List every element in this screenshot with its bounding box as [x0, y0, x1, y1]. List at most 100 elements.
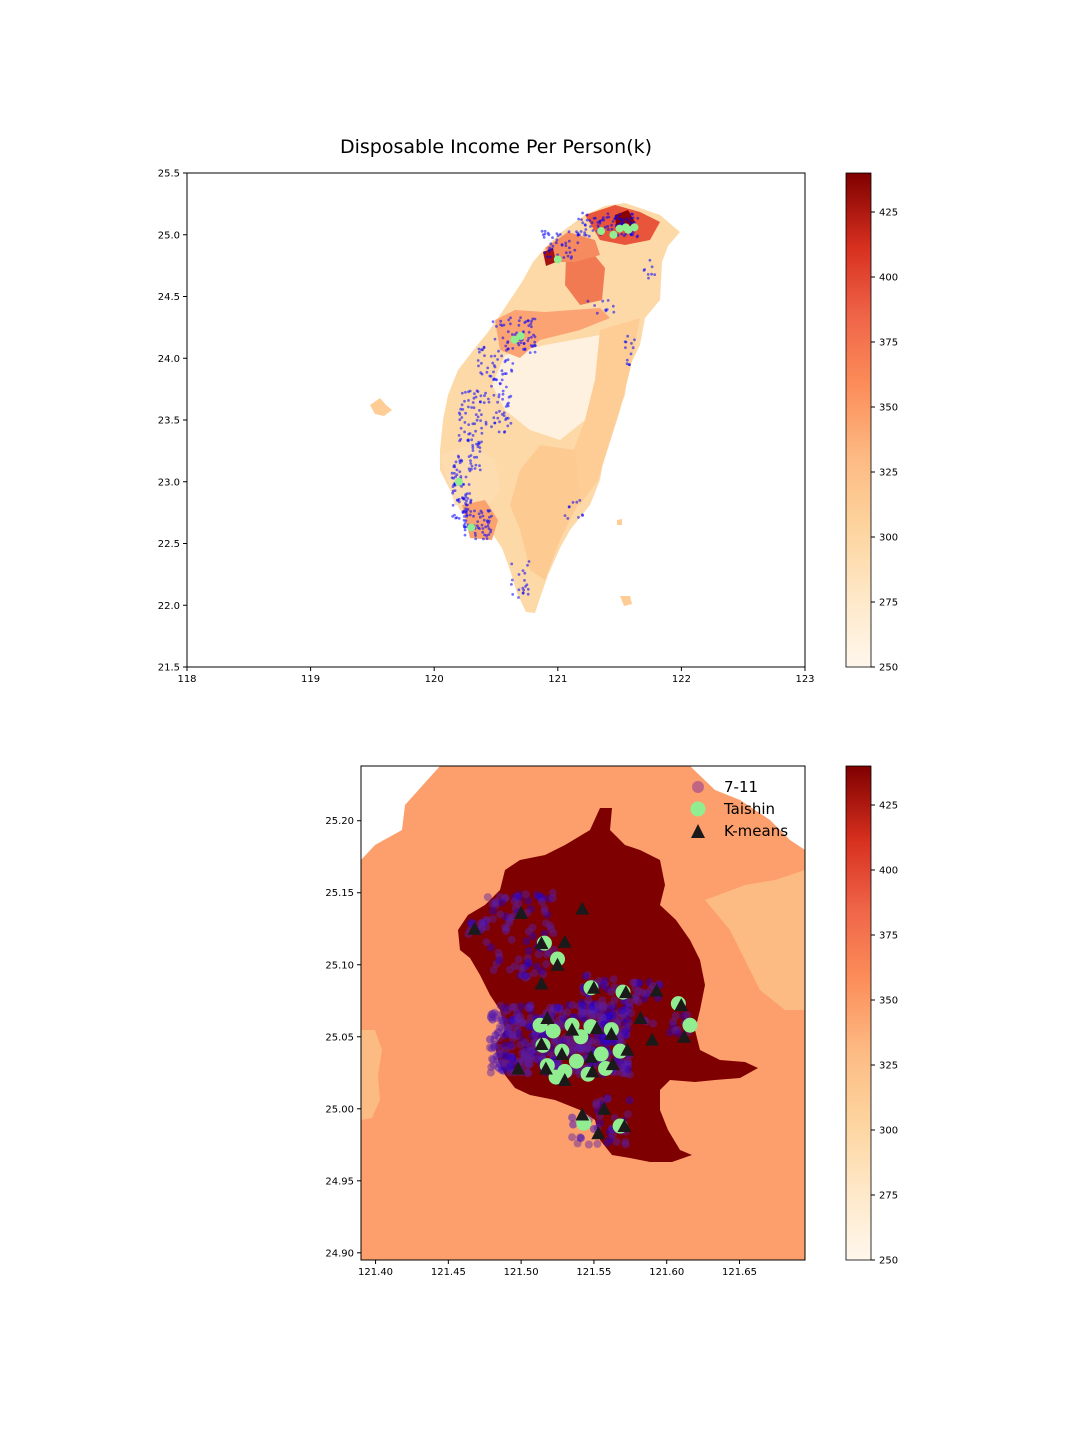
store-711-point: [521, 1038, 530, 1047]
store-711-point: [508, 1030, 517, 1039]
store-711-point: [469, 454, 473, 457]
store-711-point: [472, 514, 475, 518]
store-711-point: [566, 1038, 574, 1047]
top-taishin-points: [454, 223, 639, 532]
store-711-point: [466, 438, 470, 442]
store-711-point: [497, 395, 501, 399]
outside-region-white: [361, 766, 440, 860]
store-711-point: [571, 501, 575, 504]
store-711-point: [505, 385, 508, 389]
store-711-point: [537, 1052, 546, 1061]
store-711-point: [468, 389, 472, 393]
store-711-point: [492, 393, 496, 397]
y-tick-label: 25.5: [158, 169, 180, 180]
legend-taishin-label: Taishin: [723, 800, 775, 818]
store-711-point: [625, 999, 633, 1008]
store-711-point: [524, 1023, 533, 1032]
store-711-point: [506, 358, 510, 362]
store-711-point: [511, 1017, 520, 1026]
east-coast-region: [565, 318, 640, 505]
store-711-point: [543, 910, 552, 919]
store-711-point: [604, 225, 607, 229]
store-711-point: [593, 1139, 602, 1148]
x-tick-label: 123: [795, 674, 814, 685]
store-711-point: [451, 485, 455, 488]
store-711-point: [477, 919, 486, 928]
store-711-point: [493, 365, 497, 369]
store-711-point: [546, 1003, 555, 1012]
store-711-point: [457, 434, 461, 437]
store-711-point: [581, 221, 585, 225]
store-711-point: [540, 907, 549, 916]
store-711-point: [502, 411, 506, 415]
store-711-point: [621, 1031, 630, 1040]
store-711-point: [568, 1001, 577, 1010]
store-711-point: [495, 1034, 504, 1042]
store-711-point: [481, 530, 485, 534]
store-711-point: [601, 299, 605, 303]
store-711-point: [527, 1047, 536, 1055]
store-711-point: [527, 1054, 536, 1063]
kmeans-point: [584, 1049, 599, 1063]
store-711-point: [621, 1140, 630, 1149]
store-711-point: [499, 319, 503, 323]
store-711-point: [550, 1003, 559, 1012]
store-711-point: [532, 962, 541, 971]
store-711-point: [504, 372, 508, 375]
store-711-point: [567, 239, 571, 243]
store-711-point: [499, 1066, 508, 1075]
store-711-point: [508, 1034, 517, 1043]
store-711-point: [624, 1018, 633, 1027]
store-711-point: [509, 322, 512, 326]
store-711-point: [612, 1137, 621, 1146]
store-711-point: [467, 467, 471, 471]
store-711-point: [646, 273, 650, 276]
store-711-point: [623, 1057, 632, 1066]
store-711-point: [588, 1002, 597, 1011]
store-711-point: [573, 1139, 582, 1148]
store-711-point: [618, 1058, 627, 1066]
store-711-point: [606, 228, 610, 231]
store-711-point: [516, 1019, 525, 1028]
store-711-point: [526, 1046, 535, 1055]
store-711-point: [478, 918, 487, 927]
store-711-point: [626, 334, 630, 338]
store-711-point: [496, 358, 499, 361]
store-711-point: [568, 1133, 577, 1142]
store-711-point: [475, 418, 479, 422]
store-711-point: [510, 893, 519, 902]
store-711-point: [568, 1047, 577, 1056]
store-711-point: [575, 500, 579, 504]
store-711-point: [502, 1052, 511, 1060]
y-tick-label: 24.95: [325, 1176, 354, 1187]
store-711-point: [501, 392, 505, 396]
kmeans-point: [633, 1011, 648, 1025]
colorbar-tick-label: 275: [879, 598, 898, 609]
store-711-point: [496, 1001, 505, 1010]
store-711-point: [518, 1036, 527, 1045]
store-711-point: [542, 960, 551, 969]
store-711-point: [490, 1040, 499, 1049]
store-711-point: [489, 354, 493, 358]
kmeans-point: [575, 901, 590, 915]
store-711-point: [463, 528, 467, 532]
store-711-point: [471, 401, 475, 404]
store-711-point: [521, 569, 525, 572]
store-711-point: [598, 996, 607, 1005]
store-711-point: [560, 243, 564, 246]
store-711-point: [526, 592, 530, 596]
store-711-point: [511, 347, 515, 350]
store-711-point: [482, 345, 486, 349]
store-711-point: [514, 1057, 523, 1065]
store-711-point: [622, 234, 626, 238]
store-711-point: [480, 413, 483, 416]
taishin-point: [516, 332, 525, 341]
store-711-point: [489, 906, 497, 915]
store-711-point: [494, 1028, 503, 1037]
colorbar-tick-label: 425: [879, 208, 898, 219]
store-711-point: [531, 1055, 540, 1063]
store-711-point: [505, 1062, 514, 1071]
kmeans-point: [645, 1032, 660, 1046]
store-711-point: [610, 1009, 619, 1018]
x-tick-label: 121.40: [358, 1267, 393, 1278]
